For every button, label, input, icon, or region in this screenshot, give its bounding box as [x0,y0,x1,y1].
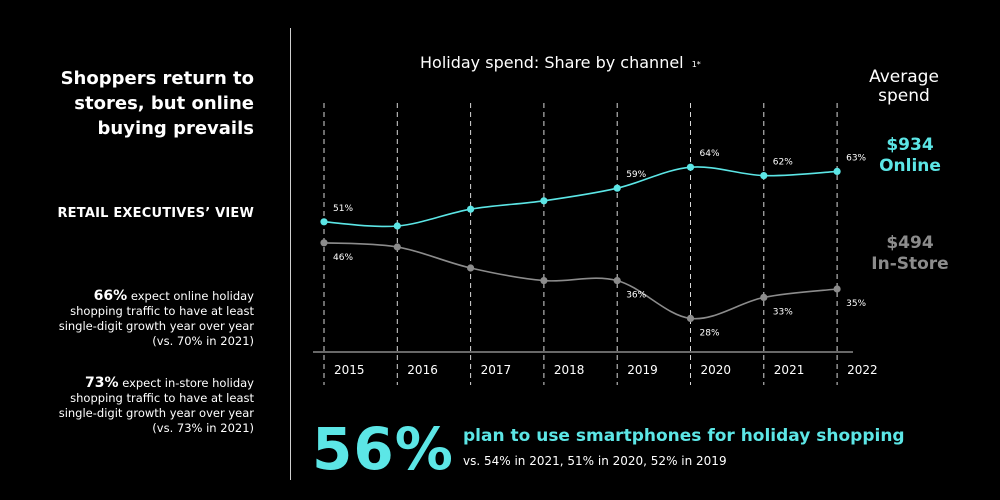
stat-text-line-4: (vs. 73% in 2021) [152,421,254,435]
online-point-2018 [540,197,548,205]
headline-line-3: buying prevails [97,118,254,139]
instore-point-2015 [320,239,328,247]
chart-title: Holiday spend: Share by channel 1* [420,53,701,72]
instore-series-line [323,242,838,320]
instore-label-2015: 46% [333,253,353,263]
smartphone-callout-text: plan to use smartphones for holiday shop… [463,426,905,446]
stat-online-traffic: 66% expect online holiday shopping traff… [24,289,254,349]
online-spend: $934 Online [860,135,960,177]
series-group: 51% 59% 64% 62% 63% 46% 36% 28% 33% 35% [320,149,867,338]
smartphone-callout-subtext: vs. 54% in 2021, 51% in 2020, 52% in 201… [463,454,727,468]
stat-instore-traffic: 73% expect in-store holiday shopping tra… [24,376,254,436]
stat-text-line-3: single-digit growth year over year [58,406,254,420]
average-spend-label: Average spend [852,68,956,106]
online-point-2017 [467,205,475,213]
average-spend-label-line-2: spend [878,86,930,106]
instore-point-2018 [540,277,548,285]
x-tick-2022: 2022 [847,363,878,377]
instore-point-2019 [613,277,621,285]
online-label-2015: 51% [333,204,353,214]
online-point-2016 [393,222,401,230]
online-spend-label: Online [879,156,941,176]
instore-point-2021 [760,293,768,301]
instore-label-2022: 35% [846,299,866,309]
headline-line-2: stores, but online [74,93,254,114]
stat-text-line-3: single-digit growth year over year [58,319,254,333]
x-tick-2015: 2015 [334,363,365,377]
x-tick-2018: 2018 [554,363,585,377]
online-point-2021 [760,172,768,180]
instore-label-2019: 36% [626,291,646,301]
x-tick-2021: 2021 [774,363,805,377]
online-point-2020 [686,163,695,171]
online-label-2019: 59% [626,170,646,180]
headline-line-1: Shoppers return to [60,68,254,89]
x-tick-2020: 2020 [701,363,732,377]
online-label-2020: 64% [700,149,720,159]
online-label-2021: 62% [773,158,793,168]
left-panel: Shoppers return to stores, but online bu… [0,0,268,500]
grid-lines [323,103,838,385]
chart-title-footnote: 1* [692,60,701,69]
online-series-line [323,166,838,228]
instore-label-2020: 28% [700,328,720,338]
instore-spend: $494 In-Store [860,233,960,275]
stat-text-line-1: expect in-store holiday [118,376,254,390]
instore-point-2020 [686,314,695,322]
section-title: RETAIL EXECUTIVES’ VIEW [57,206,254,221]
instore-point-2022 [833,285,841,293]
online-point-2019 [613,184,621,192]
stat-text-line-1: expect online holiday [127,289,254,303]
instore-spend-label: In-Store [871,254,949,274]
x-tick-2019: 2019 [627,363,658,377]
online-point-2015 [320,218,328,226]
stat-percent: 73% [85,375,119,391]
stat-percent: 66% [93,288,128,304]
online-spend-value: $934 [886,135,934,155]
vertical-divider [290,28,291,480]
x-tick-2017: 2017 [481,363,512,377]
instore-point-2017 [467,264,475,272]
instore-spend-value: $494 [886,233,934,253]
instore-label-2021: 33% [773,307,793,317]
online-point-2022 [833,167,841,175]
x-tick-labels: 2015 2016 2017 2018 2019 2020 2021 2022 [334,363,878,377]
online-label-2022: 63% [846,153,866,163]
stat-text-line-4: (vs. 70% in 2021) [152,334,254,348]
x-tick-2016: 2016 [407,363,438,377]
instore-point-2016 [393,243,401,251]
average-spend-label-line-1: Average [869,67,939,87]
headline: Shoppers return to stores, but online bu… [14,66,254,141]
chart-title-text: Holiday spend: Share by channel [420,53,684,72]
smartphone-percent: 56% [312,415,454,483]
stat-text-line-2: shopping traffic to have at least [70,391,254,405]
stat-text-line-2: shopping traffic to have at least [70,304,254,318]
